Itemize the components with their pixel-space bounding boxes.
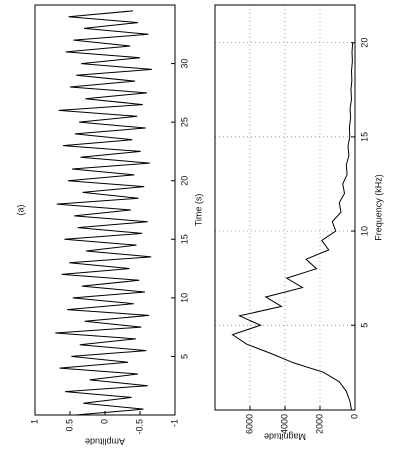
y-tick-label: 6000 <box>244 414 254 434</box>
y-tick-label: 2000 <box>314 414 324 434</box>
y-axis-label: Magnitude <box>264 432 306 442</box>
x-tick-label: 15 <box>359 132 369 142</box>
y-tick-label: 4000 <box>279 414 289 434</box>
x-tick-label: 30 <box>179 59 189 69</box>
x-tick-label: 25 <box>179 117 189 127</box>
panel-title: (a) <box>15 204 25 215</box>
x-tick-label: 15 <box>179 234 189 244</box>
rotated-frame: 5 10 15 20 25 30 -1 -0.5 0 0.5 1 Time (s) Amplitude (… <box>15 4 383 447</box>
x-tick-label: 5 <box>359 323 369 328</box>
y-axis-label: Amplitude <box>85 437 125 447</box>
y-tick-label: 1 <box>29 419 39 424</box>
y-tick-label: -1 <box>169 419 179 427</box>
x-axis-label: Time (s) <box>193 194 203 227</box>
x-tick-label: 20 <box>359 38 369 48</box>
y-tick-label: -0.5 <box>134 419 144 435</box>
x-tick-label: 10 <box>359 226 369 236</box>
x-axis-label: Frequency (kHz) <box>373 174 383 241</box>
y-tick-label: 0.5 <box>64 419 74 432</box>
data-line <box>231 42 354 411</box>
y-tick-label: 0 <box>99 419 109 424</box>
data-line <box>55 10 152 416</box>
x-tick-label: 10 <box>179 293 189 303</box>
x-tick-label: 5 <box>179 354 189 359</box>
y-tick-label: 0 <box>349 414 359 419</box>
x-tick-label: 20 <box>179 176 189 186</box>
